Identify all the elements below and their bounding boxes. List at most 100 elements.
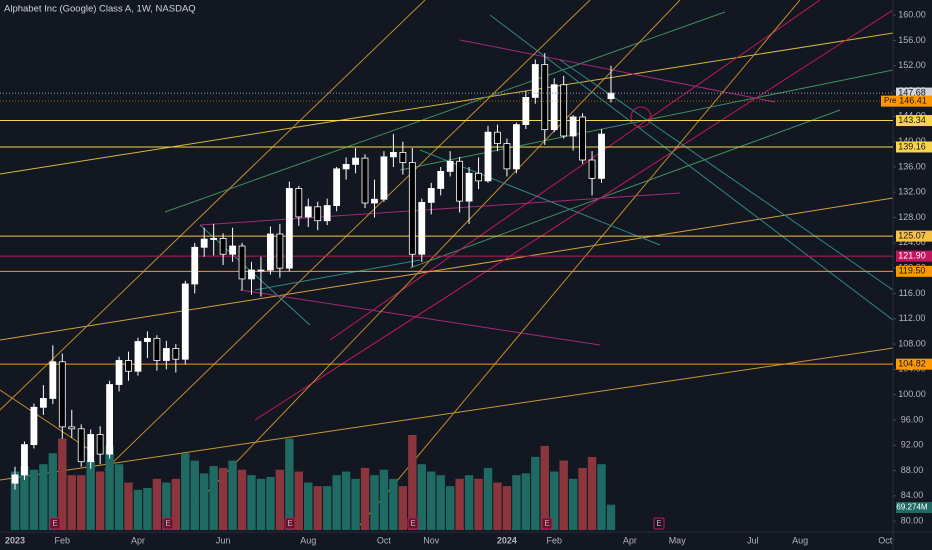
volume-bar [48,453,58,530]
volume-bar [389,478,398,530]
volume-bar [417,464,426,530]
earnings-marker [162,517,174,530]
x-tick-label: Apr [623,535,637,545]
volume-bar [105,445,114,530]
earnings-label: E [165,519,170,528]
y-tick-label: 132.00 [898,187,926,197]
candle-body [200,238,208,248]
volume-bar [10,471,20,530]
level-label: 139.16 [898,141,926,151]
candle-body [49,361,57,399]
trend-line [199,224,311,326]
candle-body [68,426,76,430]
candle-body [30,406,38,446]
candle-body [125,360,132,372]
volume-bar [445,486,455,530]
candle-body [229,245,236,255]
trend-line [0,0,426,411]
candle-body [134,341,142,372]
x-tick-label: Jul [747,535,759,545]
candle-body [579,116,586,161]
volume-bar [587,456,597,530]
candle-body [96,434,104,455]
candle-body [484,131,492,182]
level-box [896,230,932,242]
candle-body [304,206,312,218]
candle-body [607,92,615,100]
trend-line [199,0,681,501]
candle-body [494,131,501,144]
level-box [896,250,932,262]
volume-bar [578,467,587,530]
trend-line [0,389,91,451]
x-tick-label: Aug [300,535,316,545]
candle-body [418,201,426,255]
y-tick-label: 116.00 [899,288,926,298]
volume-bar [464,475,474,530]
candle-body [210,238,218,240]
candle-body [285,188,293,269]
y-tick-label: 152.00 [898,60,926,70]
volume-bar [483,467,493,530]
earnings-label: E [287,519,292,528]
x-tick-label: May [669,535,687,545]
y-tick-label: 136.00 [898,161,926,171]
candle-body [550,84,558,131]
trend-line [329,0,821,341]
volume-bar [436,475,445,530]
volume-bar [398,486,408,530]
candle-body [77,428,85,463]
volume-bar [39,464,48,530]
level-box [896,265,932,277]
volume-bar [209,466,218,530]
level-label: 125.07 [898,230,926,240]
volume-bar [171,478,181,530]
trend-line [164,11,726,213]
y-tick-label: 108.00 [898,338,926,348]
trend-line [0,347,894,481]
volume-bar [559,460,568,530]
trend-line [254,9,894,421]
candle-body [371,198,378,204]
volume-bar [58,438,67,530]
volume-label: 69.274M [896,503,927,512]
candle-body [181,283,189,360]
volume-bar [512,475,521,530]
candle-body [389,152,397,158]
candle-body [361,157,369,204]
x-tick-label: Aug [792,535,808,545]
y-tick-label: 100.00 [898,389,926,399]
trend-lines [0,0,894,526]
candle-body [512,124,520,170]
earnings-marker [541,517,553,530]
candle-body [172,348,180,360]
y-tick-label: 80.00 [901,516,924,526]
last-price-box [896,87,932,99]
candle-body [106,384,113,455]
candle-body [39,398,47,408]
candle-body [115,360,123,385]
premarket-label: 146.41 [899,96,927,106]
x-tick-label: Feb [55,535,71,545]
volume-bar [351,478,360,530]
volume-bar [200,473,209,530]
volume-bar [86,460,95,530]
earnings-label: E [52,519,57,528]
trend-line [409,109,841,269]
candle-body [11,474,19,484]
volume-bar [228,460,237,530]
earnings-marker [49,517,61,530]
candle-body [257,269,265,272]
candle-body [87,434,95,463]
level-box [896,358,932,370]
volume-bar [20,466,29,530]
volume-bar [247,475,256,530]
x-tick-label: Oct [377,535,392,545]
volume-bar [606,504,616,530]
volume-bar [597,464,606,530]
volume-bar [124,482,133,530]
earnings-marker [407,517,419,530]
volume-bar [550,471,559,530]
